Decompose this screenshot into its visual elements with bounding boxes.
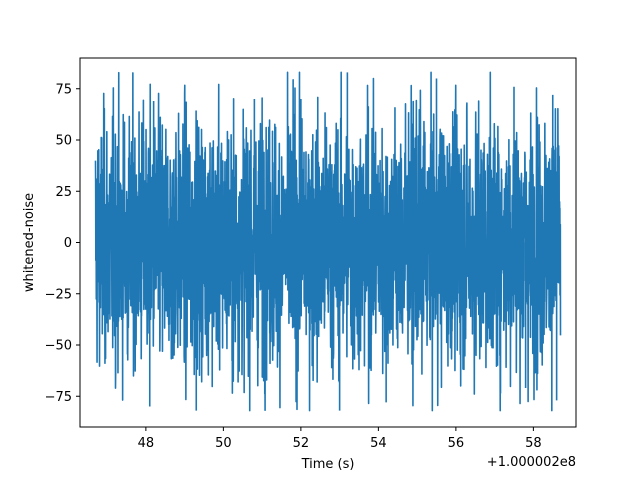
x-axis-label: Time (s) (301, 457, 355, 472)
x-axis-offset-label: +1.000002e8 (487, 455, 576, 470)
x-tick-label: 52 (293, 436, 310, 451)
x-tick-label: 56 (448, 436, 465, 451)
series-layer (94, 71, 562, 412)
y-tick-label: 0 (64, 236, 72, 251)
y-tick-label: −50 (45, 339, 72, 354)
y-axis-label: whitened-noise (22, 193, 37, 292)
x-tick-label: 48 (138, 436, 155, 451)
y-axis-ticks: −75 −50 −25 0 25 50 75 (45, 82, 80, 405)
x-tick-label: 58 (525, 436, 542, 451)
y-tick-label: 25 (55, 185, 72, 200)
y-tick-label: −75 (45, 390, 72, 405)
y-tick-label: 50 (55, 134, 72, 149)
x-tick-label: 54 (370, 436, 387, 451)
x-axis-ticks: 48 50 52 54 56 58 (138, 427, 542, 451)
series-line-whitened-noise (94, 71, 562, 412)
y-tick-label: 75 (55, 82, 72, 97)
y-tick-label: −25 (45, 287, 72, 302)
x-tick-label: 50 (215, 436, 232, 451)
